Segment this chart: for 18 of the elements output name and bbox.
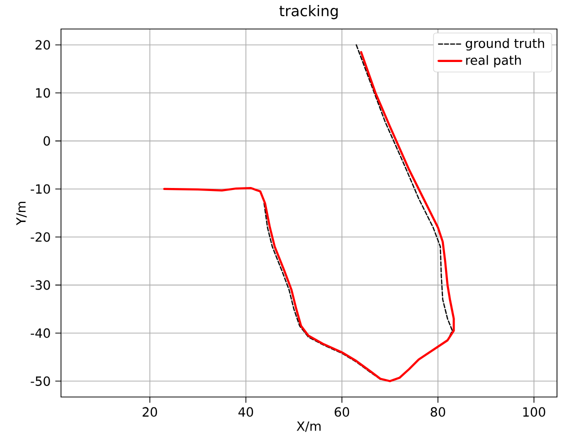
x-axis-title: X/m (296, 421, 321, 432)
x-tick-label: 100 (523, 407, 546, 417)
y-tick-label: -40 (30, 328, 50, 338)
x-tick-label: 80 (430, 407, 446, 417)
y-tick-label: 20 (36, 40, 50, 50)
y-tick-label: -30 (30, 280, 50, 290)
legend-label: ground truth (466, 38, 544, 51)
y-tick-label: 0 (44, 136, 50, 146)
y-tick-label: -10 (30, 184, 50, 194)
y-axis-title: Y/m (16, 202, 27, 226)
y-tick-label: 10 (36, 88, 50, 98)
x-tick-label: 60 (334, 407, 350, 417)
legend-label: real path (466, 55, 521, 68)
y-tick-label: -50 (30, 376, 50, 386)
x-tick-label: 20 (142, 407, 158, 417)
y-tick-label: -20 (30, 232, 50, 242)
x-tick-label: 40 (238, 407, 254, 417)
chart-title: tracking (279, 4, 338, 20)
